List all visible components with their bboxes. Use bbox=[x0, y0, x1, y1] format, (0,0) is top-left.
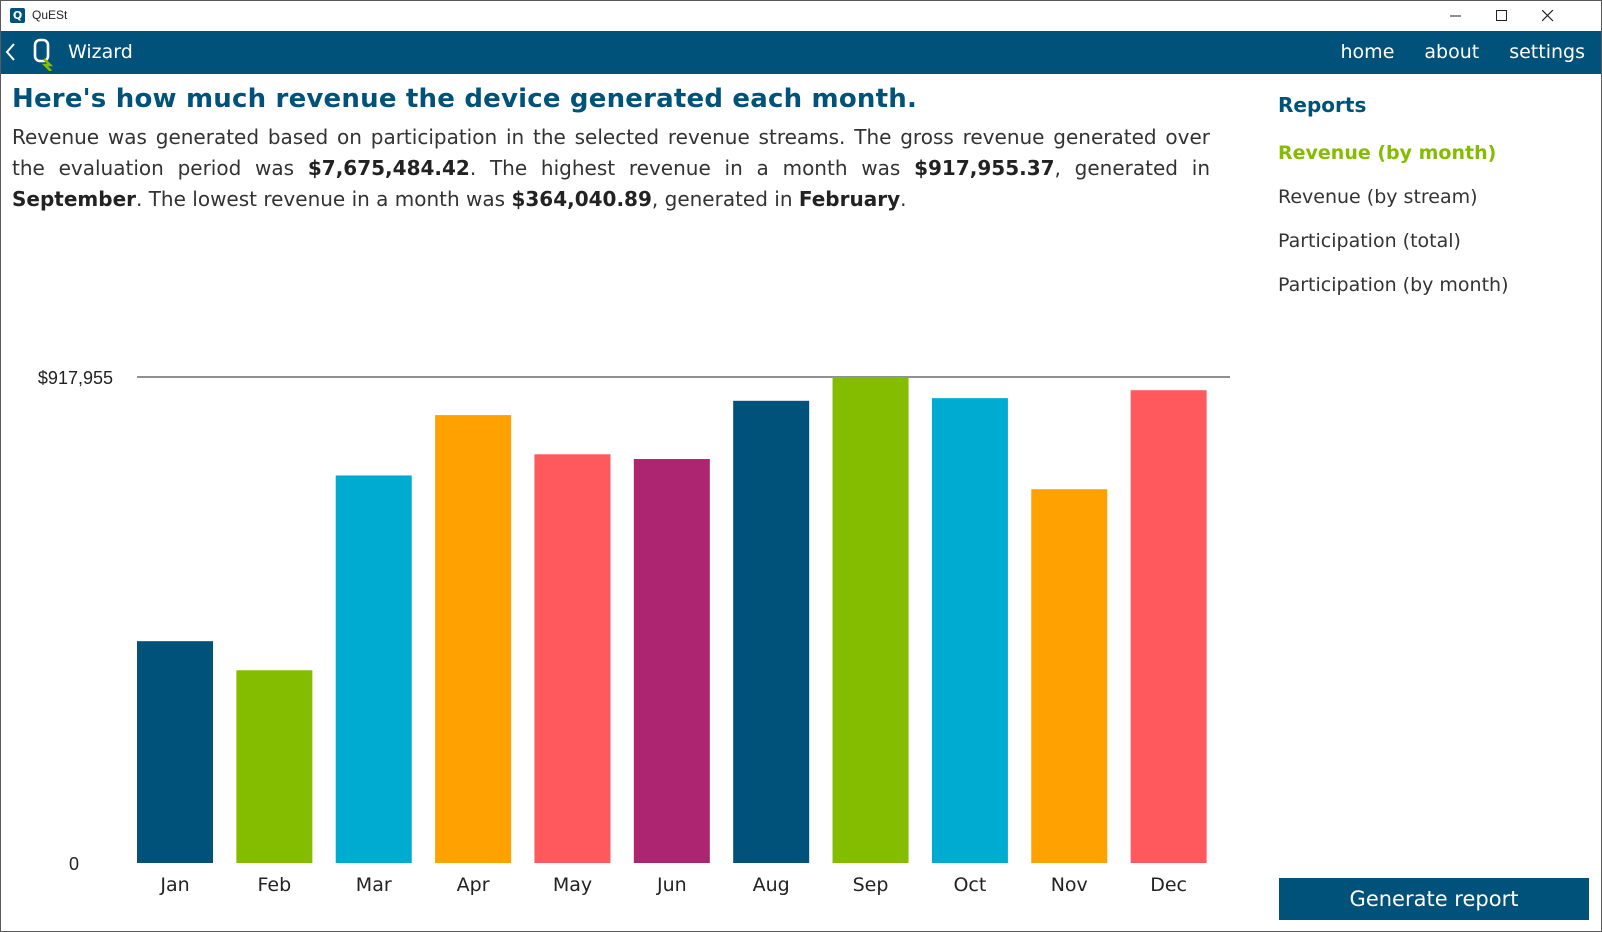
sidebar-item-participation-by-month[interactable]: Participation (by month) bbox=[1278, 274, 1509, 296]
bar-dec bbox=[1130, 390, 1207, 863]
top-navbar: Wizard home about settings bbox=[1, 31, 1601, 74]
quest-logo-icon bbox=[31, 37, 57, 72]
x-tick-label-jun: Jun bbox=[656, 874, 687, 896]
bar-oct bbox=[931, 398, 1008, 863]
x-tick-label-apr: Apr bbox=[457, 874, 490, 896]
x-tick-label-dec: Dec bbox=[1150, 874, 1187, 896]
highest-month: September bbox=[12, 187, 136, 211]
summary-text: , generated in bbox=[651, 187, 799, 211]
summary-text: , generated in bbox=[1054, 156, 1210, 180]
sidebar-title: Reports bbox=[1278, 93, 1367, 117]
summary-text: . The highest revenue in a month was bbox=[469, 156, 915, 180]
sidebar-item-revenue-by-month[interactable]: Revenue (by month) bbox=[1278, 142, 1497, 164]
page-title: Here's how much revenue the device gener… bbox=[12, 84, 918, 114]
bar-feb bbox=[236, 670, 313, 863]
highest-revenue-value: $917,955.37 bbox=[914, 156, 1055, 180]
quest-app-icon: Q bbox=[10, 8, 25, 23]
x-tick-label-feb: Feb bbox=[258, 874, 292, 896]
nav-link-settings[interactable]: settings bbox=[1509, 41, 1585, 63]
nav-title: Wizard bbox=[68, 41, 133, 63]
generate-report-button[interactable]: Generate report bbox=[1279, 878, 1589, 920]
lowest-revenue-value: $364,040.89 bbox=[511, 187, 652, 211]
x-tick-label-sep: Sep bbox=[853, 874, 889, 896]
maximize-icon bbox=[1496, 10, 1507, 21]
close-icon bbox=[1542, 10, 1554, 22]
x-tick-label-aug: Aug bbox=[753, 874, 790, 896]
revenue-bar-chart: $917,955 0 Jan Feb Mar Apr May Jun Aug Sep Oct Nov D… bbox=[38, 368, 1230, 896]
report-summary: Revenue was generated based on participa… bbox=[12, 122, 1210, 215]
minimize-button[interactable] bbox=[1433, 1, 1479, 31]
back-button[interactable] bbox=[3, 40, 21, 64]
bar-apr bbox=[435, 415, 512, 863]
nav-links: home about settings bbox=[1341, 41, 1585, 63]
bar-jun bbox=[633, 459, 710, 863]
summary-text: . bbox=[900, 187, 907, 211]
reports-sidebar: Reports Revenue (by month) Revenue (by s… bbox=[1278, 93, 1588, 315]
chevron-left-icon bbox=[5, 43, 15, 61]
bar-mar bbox=[335, 475, 412, 863]
nav-link-about[interactable]: about bbox=[1424, 41, 1480, 63]
minimize-icon bbox=[1450, 15, 1461, 17]
x-tick-label-jan: Jan bbox=[159, 874, 189, 896]
report-main: Here's how much revenue the device gener… bbox=[12, 84, 1212, 215]
bar-jan bbox=[137, 641, 213, 863]
nav-link-home[interactable]: home bbox=[1340, 41, 1395, 63]
close-button[interactable] bbox=[1525, 1, 1571, 31]
x-tick-label-oct: Oct bbox=[953, 874, 986, 896]
x-tick-label-may: May bbox=[553, 874, 592, 896]
summary-text: . The lowest revenue in a month was bbox=[136, 187, 512, 211]
x-tick-label-nov: Nov bbox=[1051, 874, 1088, 896]
bar-aug bbox=[733, 400, 810, 863]
bar-nov bbox=[1031, 489, 1108, 863]
maximize-button[interactable] bbox=[1479, 1, 1525, 31]
summary-text: Revenue was generated based on participa… bbox=[12, 125, 1210, 180]
title-bar: Q QuESt bbox=[1, 1, 1601, 31]
y-tick-label-zero: 0 bbox=[69, 854, 79, 874]
app-title: QuESt bbox=[32, 8, 68, 22]
lowest-month: February bbox=[798, 187, 901, 211]
sidebar-item-revenue-by-stream[interactable]: Revenue (by stream) bbox=[1278, 186, 1478, 208]
bar-may bbox=[534, 454, 611, 863]
x-tick-label-mar: Mar bbox=[356, 874, 392, 896]
total-revenue-value: $7,675,484.42 bbox=[307, 156, 470, 180]
y-tick-label-max: $917,955 bbox=[38, 368, 113, 388]
bar-sep bbox=[832, 377, 909, 863]
sidebar-item-participation-total[interactable]: Participation (total) bbox=[1278, 230, 1461, 252]
